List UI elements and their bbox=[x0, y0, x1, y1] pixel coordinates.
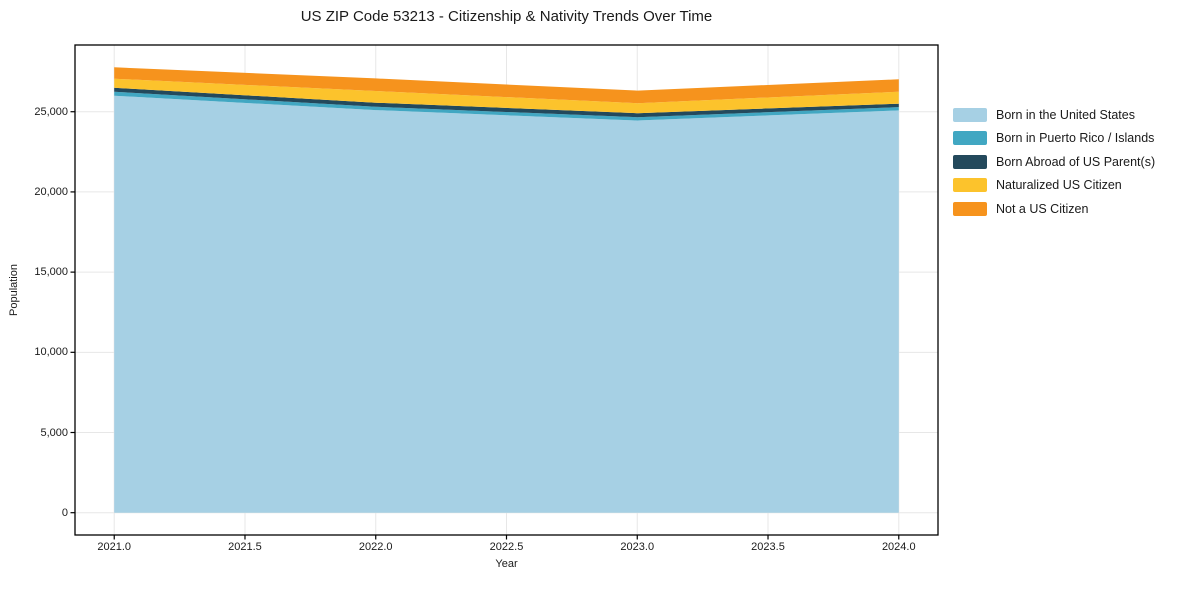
tick-marks bbox=[70, 111, 900, 540]
stacked-areas bbox=[114, 67, 899, 513]
area-series bbox=[114, 67, 899, 104]
legend-item: Naturalized US Citizen bbox=[953, 177, 1155, 194]
area-series bbox=[114, 78, 899, 114]
x-tick-label: 2023.5 bbox=[751, 541, 785, 553]
legend-item: Born Abroad of US Parent(s) bbox=[953, 153, 1155, 170]
x-tick-label: 2021.0 bbox=[97, 541, 132, 553]
legend-swatch bbox=[953, 178, 987, 192]
legend-item: Born in Puerto Rico / Islands bbox=[953, 130, 1155, 147]
x-axis-label: Year bbox=[495, 558, 518, 570]
x-tick-label: 2022.0 bbox=[358, 541, 393, 553]
legend: Born in the United States Born in Puerto … bbox=[953, 106, 1155, 224]
x-tick-label: 2021.5 bbox=[228, 541, 262, 553]
y-tick-label: 15,000 bbox=[34, 266, 68, 279]
legend-label: Born in Puerto Rico / Islands bbox=[996, 131, 1155, 145]
chart-title: US ZIP Code 53213 - Citizenship & Nativi… bbox=[300, 8, 713, 25]
x-tick-label: 2022.5 bbox=[489, 541, 524, 553]
legend-label: Not a US Citizen bbox=[996, 201, 1089, 216]
legend-swatch bbox=[953, 107, 987, 122]
legend-item: Born in the United States bbox=[953, 106, 1155, 123]
x-tick-label: 2023.0 bbox=[620, 541, 655, 553]
legend-swatch bbox=[953, 154, 987, 169]
area-series bbox=[114, 87, 899, 118]
y-tick-label: 0 bbox=[61, 506, 68, 519]
area-series bbox=[114, 91, 899, 121]
legend-label: Born in the United States bbox=[996, 107, 1135, 122]
y-tick-label: 10,000 bbox=[34, 346, 68, 359]
y-tick-label: 20,000 bbox=[34, 185, 68, 198]
legend-swatch bbox=[953, 201, 987, 216]
y-tick-label: 25,000 bbox=[34, 105, 68, 118]
legend-label: Born Abroad of US Parent(s) bbox=[996, 154, 1156, 169]
y-tick-label: 5,000 bbox=[40, 426, 68, 439]
area-series bbox=[114, 95, 899, 513]
legend-label: Naturalized US Citizen bbox=[996, 178, 1122, 192]
legend-item: Not a US Citizen bbox=[953, 200, 1155, 217]
x-tick-label: 2024.0 bbox=[881, 541, 916, 553]
legend-swatch bbox=[953, 131, 987, 145]
